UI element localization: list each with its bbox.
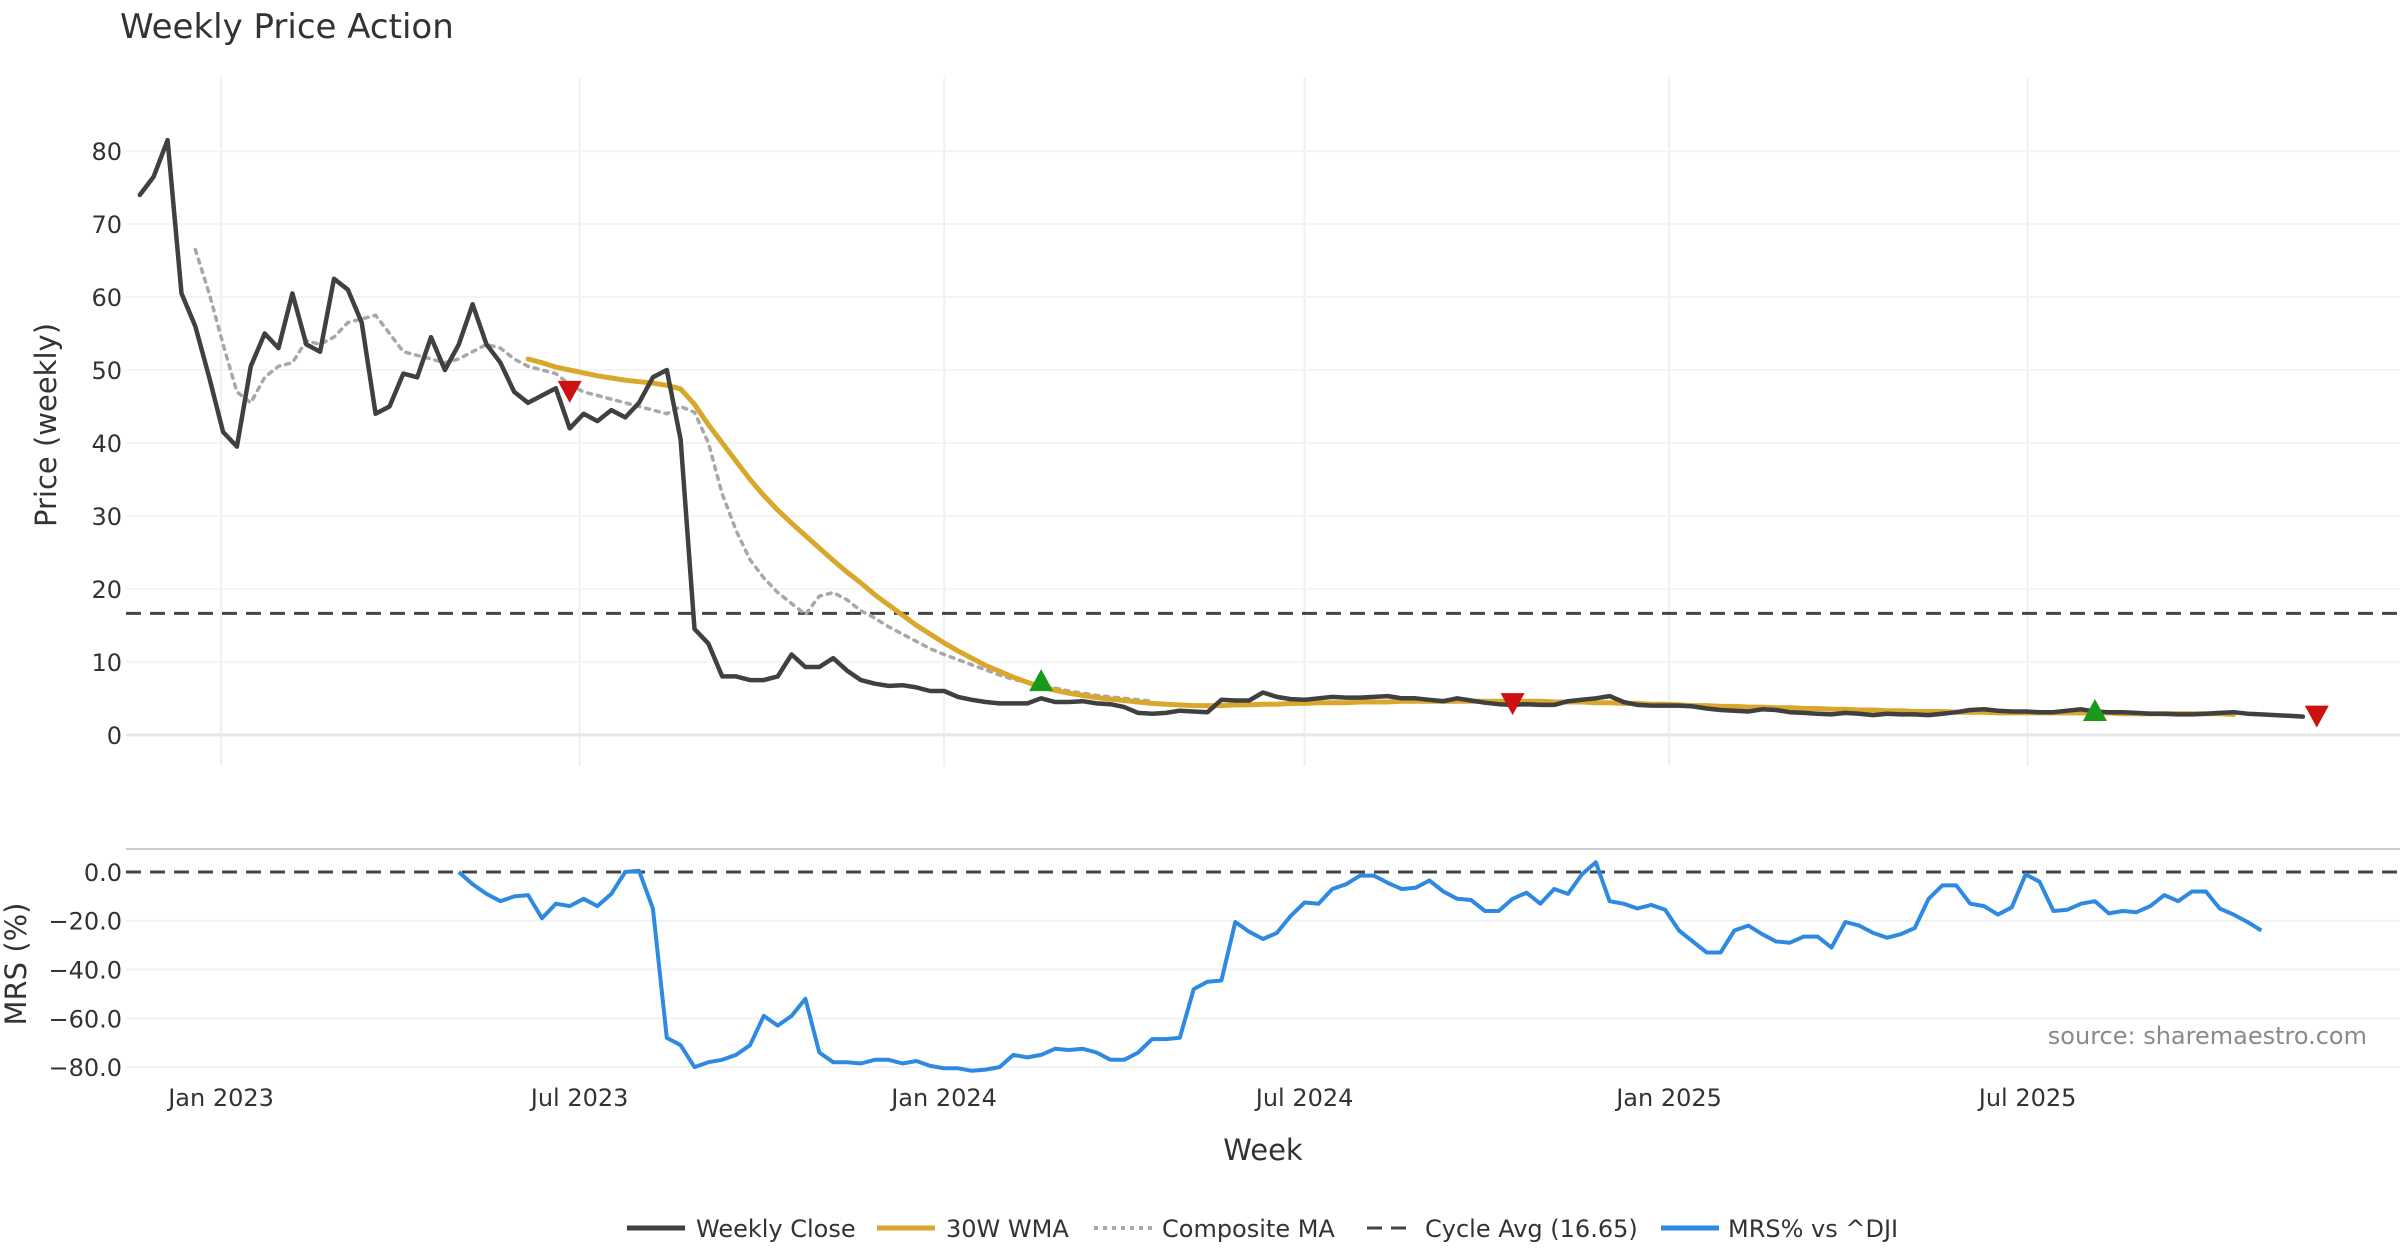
series-layer <box>126 137 2400 1073</box>
buy-signal-marker <box>2082 699 2107 722</box>
legend-item: Weekly Close <box>627 1215 856 1243</box>
price-tick-label: 70 <box>91 211 122 239</box>
mrs-line <box>457 860 2263 1073</box>
price-tick-label: 80 <box>91 138 122 166</box>
price-tick-label: 20 <box>91 576 122 604</box>
mrs-tick-label: 0.0 <box>84 859 122 887</box>
x-axis-title: Week <box>1223 1133 1303 1167</box>
weekly-close-line <box>137 137 2306 719</box>
price-tick-label: 40 <box>91 430 122 458</box>
mrs-tick-label: −40.0 <box>48 957 122 985</box>
legend-label: Cycle Avg (16.65) <box>1425 1215 1638 1243</box>
legend-item: Composite MA <box>1094 1215 1335 1243</box>
chart-title: Weekly Price Action <box>120 7 454 47</box>
legend-item: 30W WMA <box>877 1215 1069 1243</box>
price-tick-label: 60 <box>91 284 122 312</box>
x-tick-label: Jan 2024 <box>889 1084 997 1112</box>
price-tick-label: 0 <box>107 722 122 750</box>
legend-label: 30W WMA <box>946 1215 1069 1243</box>
mrs-tick-label: −80.0 <box>48 1054 122 1082</box>
price-tick-label: 30 <box>91 503 122 531</box>
x-tick-label: Jan 2025 <box>1614 1084 1722 1112</box>
mrs-axis-title: MRS (%) <box>0 903 33 1026</box>
composite-ma-line <box>193 247 1154 703</box>
x-tick-label: Jan 2023 <box>166 1084 274 1112</box>
legend-label: Weekly Close <box>696 1215 856 1243</box>
legend-item: MRS% vs ^DJI <box>1661 1215 1898 1243</box>
signal-marker-layer <box>557 380 2329 728</box>
legend-label: MRS% vs ^DJI <box>1728 1215 1898 1243</box>
price-tick-label: 10 <box>91 649 122 677</box>
legend: Weekly Close 30W WMA Composite MA Cycle … <box>627 1215 1898 1243</box>
legend-label: Composite MA <box>1162 1215 1335 1243</box>
sell-signal-marker <box>1500 693 1525 716</box>
buy-signal-marker <box>1029 669 1054 692</box>
grid-layer <box>126 78 2400 1069</box>
x-tick-label: Jul 2024 <box>1254 1084 1354 1112</box>
price-axis-title: Price (weekly) <box>29 323 63 527</box>
source-label: source: sharemaestro.com <box>2048 1022 2367 1050</box>
axis-layer: 0 10 20 30 40 50 60 70 80 0.0 −20.0 −40.0 −60.0 −80.0… <box>48 138 2076 1112</box>
price-tick-label: 50 <box>91 357 122 385</box>
legend-item: Cycle Avg (16.65) <box>1367 1215 1638 1243</box>
x-tick-label: Jul 2023 <box>529 1084 629 1112</box>
x-tick-label: Jul 2025 <box>1977 1084 2077 1112</box>
sell-signal-marker <box>2304 705 2329 728</box>
mrs-tick-label: −60.0 <box>48 1005 122 1033</box>
mrs-tick-label: −20.0 <box>48 908 122 936</box>
sell-signal-marker <box>557 380 582 403</box>
